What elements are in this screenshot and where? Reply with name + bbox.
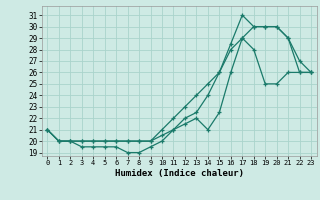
X-axis label: Humidex (Indice chaleur): Humidex (Indice chaleur) (115, 169, 244, 178)
